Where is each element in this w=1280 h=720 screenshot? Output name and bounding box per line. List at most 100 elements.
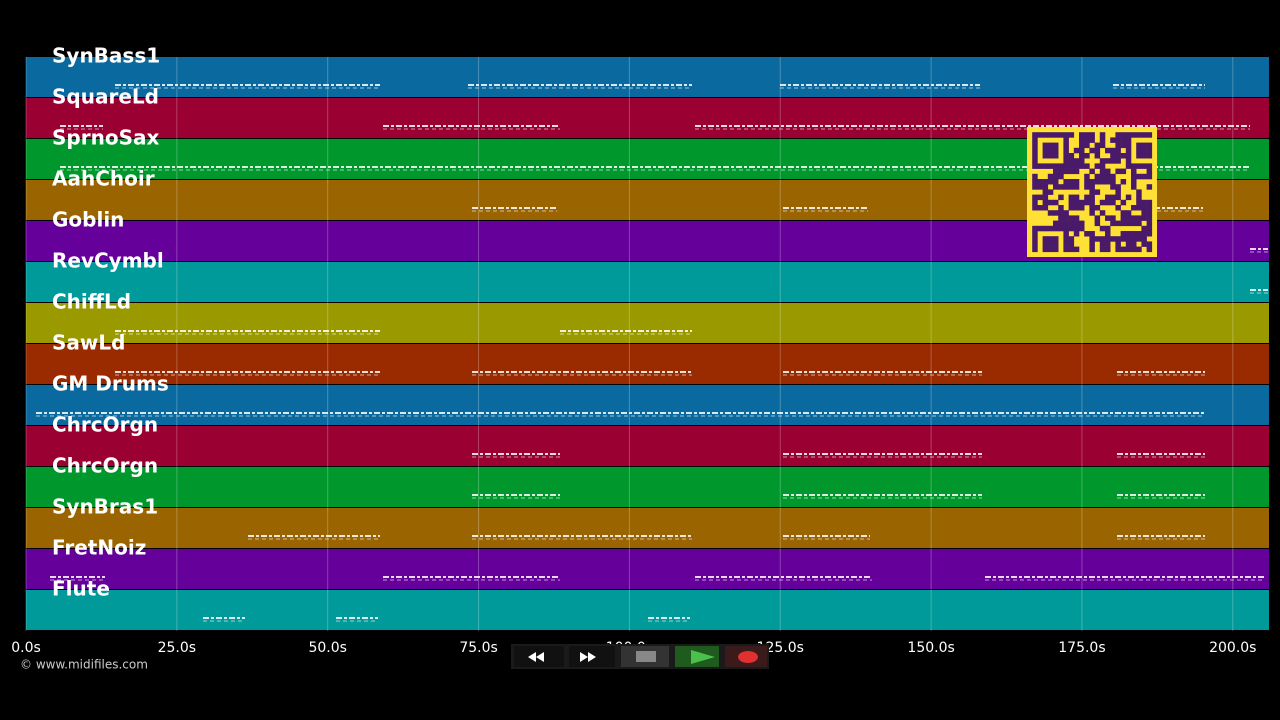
qr-module [1084,142,1090,149]
track-name: SawLd [52,331,125,355]
qr-module [1146,132,1153,138]
qr-module [1105,241,1111,247]
qr-module [1063,168,1069,175]
qr-module [1079,220,1085,227]
time-tick-label: 50.0s [308,640,346,656]
qr-module [1136,163,1142,169]
labels: SynBass1 SquareLd SprnoSax AahChoir Goblin Re… [11,44,1256,657]
qr-module [1047,210,1054,216]
qr-module [1120,236,1127,242]
qr-module [1110,220,1116,227]
qr-module [1047,132,1054,138]
qr-module [1068,132,1075,138]
qr-module [1115,189,1121,195]
qr-module [1120,220,1127,227]
qr-module [1089,246,1095,253]
qr-module [1099,241,1106,247]
qr-module [1125,236,1132,242]
qr-module [1063,158,1069,164]
qr-module [1068,184,1075,190]
qr-module [1125,163,1132,169]
time-tick-label: 150.0s [907,640,954,656]
qr-module [1058,194,1064,201]
qr-module [1141,236,1147,242]
qr-module [1120,132,1127,138]
qr-module [1053,241,1059,247]
stop-button[interactable] [621,646,669,667]
qr-module [1037,194,1043,201]
qr-module [1053,225,1059,232]
qr-module [1136,246,1142,253]
qr-module [1042,236,1049,242]
qr-module [1047,142,1054,149]
qr-module [1053,163,1059,169]
qr-module [1068,225,1075,232]
qr-module [1047,236,1054,242]
qr-module [1136,231,1142,237]
qr-module [1079,163,1085,169]
qr-module [1042,199,1049,206]
qr-module [1042,246,1049,253]
qr-module [1032,231,1038,237]
qr-module [1068,158,1075,164]
qr-module [1063,215,1069,221]
track-row [26,57,1269,97]
time-tick-label: 0.0s [11,640,41,656]
qr-module [1146,153,1153,159]
qr-module [1089,147,1095,154]
qr-module [1079,147,1085,154]
qr-module [1084,173,1090,180]
forward-button[interactable] [569,646,615,667]
qr-module [1099,163,1106,169]
qr-module [1032,163,1038,169]
qr-module [1094,220,1101,227]
qr-module [1032,153,1038,159]
qr-module [1094,215,1101,221]
qr-module [1084,231,1090,237]
rewind-icon [528,652,544,662]
track-name: AahChoir [52,167,155,191]
qr-module [1042,205,1049,211]
qr-module [1094,173,1101,180]
track-row [26,262,1269,302]
qr-module [1146,147,1153,154]
qr-module [1120,199,1127,206]
track-row [26,344,1269,384]
qr-module [1115,194,1121,201]
play-button[interactable] [675,646,719,667]
qr-module [1131,184,1137,190]
qr-module [1079,153,1085,159]
qr-module [1058,225,1064,232]
qr-module [1089,179,1095,185]
qr-module [1120,246,1127,253]
qr-module [1136,132,1142,138]
track-name: Goblin [52,208,124,232]
qr-module [1053,210,1059,216]
rewind-button[interactable] [514,646,564,667]
qr-module [1073,246,1080,253]
qr-module [1042,153,1049,159]
qr-module [1089,205,1095,211]
qr-module [1141,163,1147,169]
time-tick-label: 75.0s [459,640,497,656]
qr-module [1032,236,1038,242]
qr-module [1089,241,1095,247]
track-row [26,590,1269,630]
qr-module [1120,231,1127,237]
transport-controls [511,644,769,669]
qr-module [1063,231,1069,237]
qr-module [1146,163,1153,169]
qr-module [1115,142,1121,149]
qr-module [1053,246,1059,253]
qr-module [1146,205,1153,211]
qr-code [1027,127,1157,257]
track-name: FretNoiz [52,536,146,560]
qr-module [1047,246,1054,253]
record-button[interactable] [725,646,767,667]
play-icon [691,650,715,664]
qr-module [1073,215,1080,221]
qr-module [1063,153,1069,159]
qr-module [1136,220,1142,227]
qr-module [1032,225,1038,232]
